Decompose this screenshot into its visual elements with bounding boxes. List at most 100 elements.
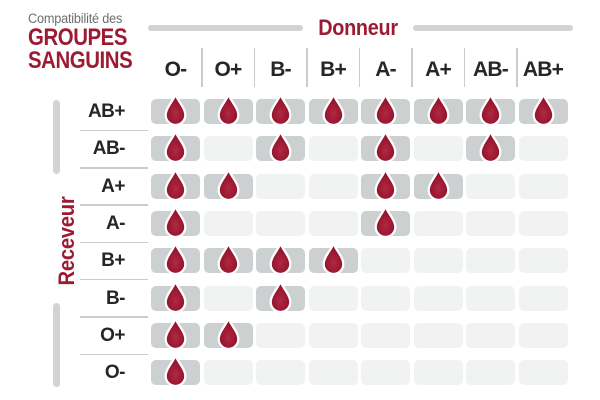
cell-B--from-A- bbox=[361, 285, 410, 311]
header-divider bbox=[463, 48, 465, 87]
label-divider bbox=[80, 167, 148, 169]
cell-O+-from-AB- bbox=[466, 322, 515, 348]
label-divider bbox=[80, 353, 148, 355]
donor-header-O-: O- bbox=[164, 58, 188, 81]
cell-AB--from-O- bbox=[151, 130, 200, 164]
donor-header-B-: B- bbox=[270, 58, 291, 81]
cell-O+-from-A- bbox=[361, 322, 410, 348]
blood-drop-icon bbox=[164, 354, 187, 388]
cell-B--from-O- bbox=[151, 279, 200, 313]
cell-AB+-from-O- bbox=[151, 93, 200, 126]
cell-B+-from-O+ bbox=[203, 242, 253, 276]
receiver-label-B-: B- bbox=[105, 287, 126, 309]
blood-drop-icon bbox=[269, 279, 292, 313]
cell-B--from-A+ bbox=[413, 285, 463, 311]
blood-drop-icon bbox=[322, 93, 344, 126]
header-divider bbox=[306, 48, 308, 87]
cell-A--from-B- bbox=[256, 210, 305, 236]
cell-O--from-AB- bbox=[466, 360, 515, 386]
blood-drop-icon bbox=[269, 242, 292, 276]
header-divider bbox=[253, 48, 255, 87]
receiver-label-B+: B+ bbox=[101, 250, 125, 272]
cell-A--from-A+ bbox=[413, 210, 463, 236]
cell-O--from-O- bbox=[151, 354, 200, 388]
blood-drop-icon bbox=[374, 204, 397, 238]
blood-drop-icon bbox=[217, 316, 239, 350]
cell-O--from-A- bbox=[361, 360, 410, 386]
donor-header-A-: A- bbox=[375, 58, 396, 81]
label-divider bbox=[80, 129, 148, 132]
donor-header-A+: A+ bbox=[425, 58, 452, 81]
blood-drop-icon bbox=[164, 130, 187, 164]
cell-AB+-from-A- bbox=[361, 93, 410, 126]
blood-drop-icon bbox=[374, 130, 397, 164]
receiver-label-O-: O- bbox=[104, 362, 126, 384]
donor-axis-line-right bbox=[413, 25, 573, 31]
cell-O--from-O+ bbox=[203, 360, 253, 386]
cell-O+-from-AB+ bbox=[518, 322, 568, 348]
receiver-label-A+: A+ bbox=[101, 175, 125, 197]
label-divider bbox=[80, 316, 148, 318]
receiver-label-A-: A- bbox=[105, 212, 126, 234]
cell-A--from-AB- bbox=[466, 210, 515, 236]
cell-AB+-from-O+ bbox=[203, 93, 253, 126]
title-subtitle: Compatibilité des bbox=[28, 11, 123, 26]
cell-A+-from-O+ bbox=[203, 167, 253, 201]
cell-O+-from-B- bbox=[256, 322, 305, 348]
cell-AB--from-AB+ bbox=[518, 136, 568, 162]
blood-drop-icon bbox=[479, 130, 502, 164]
blood-drop-icon bbox=[269, 130, 292, 164]
blood-drop-icon bbox=[217, 167, 239, 201]
donor-header-O+: O+ bbox=[214, 58, 243, 81]
cell-A+-from-B+ bbox=[308, 173, 358, 199]
cell-O+-from-O+ bbox=[203, 316, 253, 350]
blood-drop-icon bbox=[427, 167, 449, 201]
cell-A--from-A- bbox=[361, 204, 410, 238]
receiver-axis-line-bottom bbox=[53, 303, 60, 387]
cell-AB--from-A- bbox=[361, 130, 410, 164]
cell-AB--from-AB- bbox=[466, 130, 515, 164]
cell-B+-from-O- bbox=[151, 242, 200, 276]
blood-drop-icon bbox=[164, 167, 187, 201]
label-divider bbox=[80, 241, 148, 244]
cell-AB+-from-AB+ bbox=[518, 93, 568, 126]
cell-A--from-AB+ bbox=[518, 210, 568, 236]
donor-header-AB-: AB- bbox=[473, 58, 509, 81]
blood-drop-icon bbox=[532, 93, 554, 126]
label-divider bbox=[80, 204, 148, 206]
cell-O+-from-A+ bbox=[413, 322, 463, 348]
donor-axis-line-left bbox=[148, 25, 303, 31]
cell-AB+-from-AB- bbox=[466, 93, 515, 126]
cell-B+-from-AB+ bbox=[518, 248, 568, 274]
cell-B+-from-B+ bbox=[308, 242, 358, 276]
blood-drop-icon bbox=[374, 167, 397, 201]
blood-drop-icon bbox=[427, 93, 449, 126]
cell-O--from-B- bbox=[256, 360, 305, 386]
donor-header-B+: B+ bbox=[320, 58, 347, 81]
donor-header-AB+: AB+ bbox=[522, 58, 564, 81]
blood-drop-icon bbox=[164, 279, 187, 313]
cell-AB+-from-B+ bbox=[308, 93, 358, 126]
blood-drop-icon bbox=[374, 93, 397, 126]
donor-axis-label: Donneur bbox=[318, 15, 398, 40]
cell-O+-from-O- bbox=[151, 316, 200, 350]
receiver-axis-line-top bbox=[53, 100, 60, 174]
cell-A--from-O+ bbox=[203, 210, 253, 236]
blood-drop-icon bbox=[217, 242, 239, 276]
blood-drop-icon bbox=[322, 242, 344, 276]
blood-drop-icon bbox=[164, 204, 187, 238]
cell-O+-from-B+ bbox=[308, 322, 358, 348]
title-main-line1: GROUPES bbox=[28, 24, 128, 51]
cell-B+-from-A- bbox=[361, 248, 410, 274]
cell-B--from-B+ bbox=[308, 285, 358, 311]
cell-A--from-O- bbox=[151, 204, 200, 238]
cell-A+-from-B- bbox=[256, 173, 305, 199]
blood-drop-icon bbox=[269, 93, 292, 126]
cell-B+-from-AB- bbox=[466, 248, 515, 274]
blood-drop-icon bbox=[479, 93, 502, 126]
receiver-label-AB+: AB+ bbox=[87, 101, 126, 122]
cell-AB+-from-B- bbox=[256, 93, 305, 126]
